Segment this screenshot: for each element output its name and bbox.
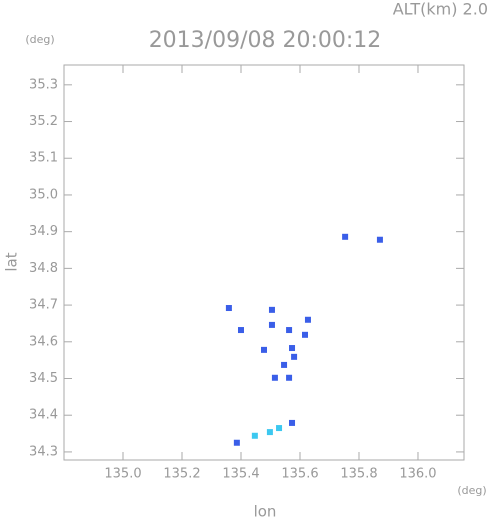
- echo-point: [266, 429, 273, 436]
- echo-point: [251, 432, 258, 439]
- echo-point: [289, 419, 296, 426]
- y-tick-label: 34.9: [29, 224, 58, 239]
- echo-point: [233, 439, 240, 446]
- x-tick-label: 135.2: [163, 467, 200, 482]
- plot-frame: [63, 64, 465, 461]
- y-tick-label: 35.2: [29, 114, 58, 129]
- y-tick-label: 34.5: [29, 371, 58, 386]
- x-axis-label: lon: [254, 503, 277, 521]
- y-axis-label: lat: [3, 252, 21, 271]
- echo-point: [225, 305, 232, 312]
- x-tick-label: 136.0: [399, 467, 436, 482]
- x-tick-label: 135.4: [222, 467, 259, 482]
- echo-point: [276, 425, 283, 432]
- y-tick-label: 35.1: [29, 151, 58, 166]
- y-tick-label: 34.6: [29, 334, 58, 349]
- y-tick-label: 35.0: [29, 187, 58, 202]
- x-unit: (deg): [457, 484, 486, 497]
- echo-point: [286, 374, 293, 381]
- echo-point: [271, 374, 278, 381]
- y-unit: (deg): [25, 33, 54, 46]
- y-tick-label: 34.4: [29, 408, 58, 423]
- echo-point: [289, 345, 296, 352]
- altitude-label: ALT(km) 2.0: [393, 0, 488, 19]
- y-tick-label: 34.8: [29, 261, 58, 276]
- echo-point: [268, 321, 275, 328]
- x-tick-label: 135.6: [281, 467, 318, 482]
- echo-point: [376, 236, 383, 243]
- echo-point: [261, 346, 267, 353]
- echo-point: [268, 306, 275, 313]
- y-tick-label: 35.3: [29, 77, 58, 92]
- echo-point: [342, 233, 349, 240]
- x-tick-label: 135.8: [340, 467, 377, 482]
- echo-point: [237, 327, 244, 334]
- chart-title: 2013/09/08 20:00:12: [149, 28, 382, 53]
- echo-point: [291, 353, 298, 360]
- echo-point: [286, 327, 293, 334]
- echo-point: [304, 316, 311, 323]
- echo-point: [302, 331, 309, 338]
- echo-point: [281, 361, 288, 368]
- x-tick-label: 135.0: [104, 467, 141, 482]
- y-tick-label: 34.7: [29, 298, 58, 313]
- y-tick-label: 34.3: [29, 444, 58, 459]
